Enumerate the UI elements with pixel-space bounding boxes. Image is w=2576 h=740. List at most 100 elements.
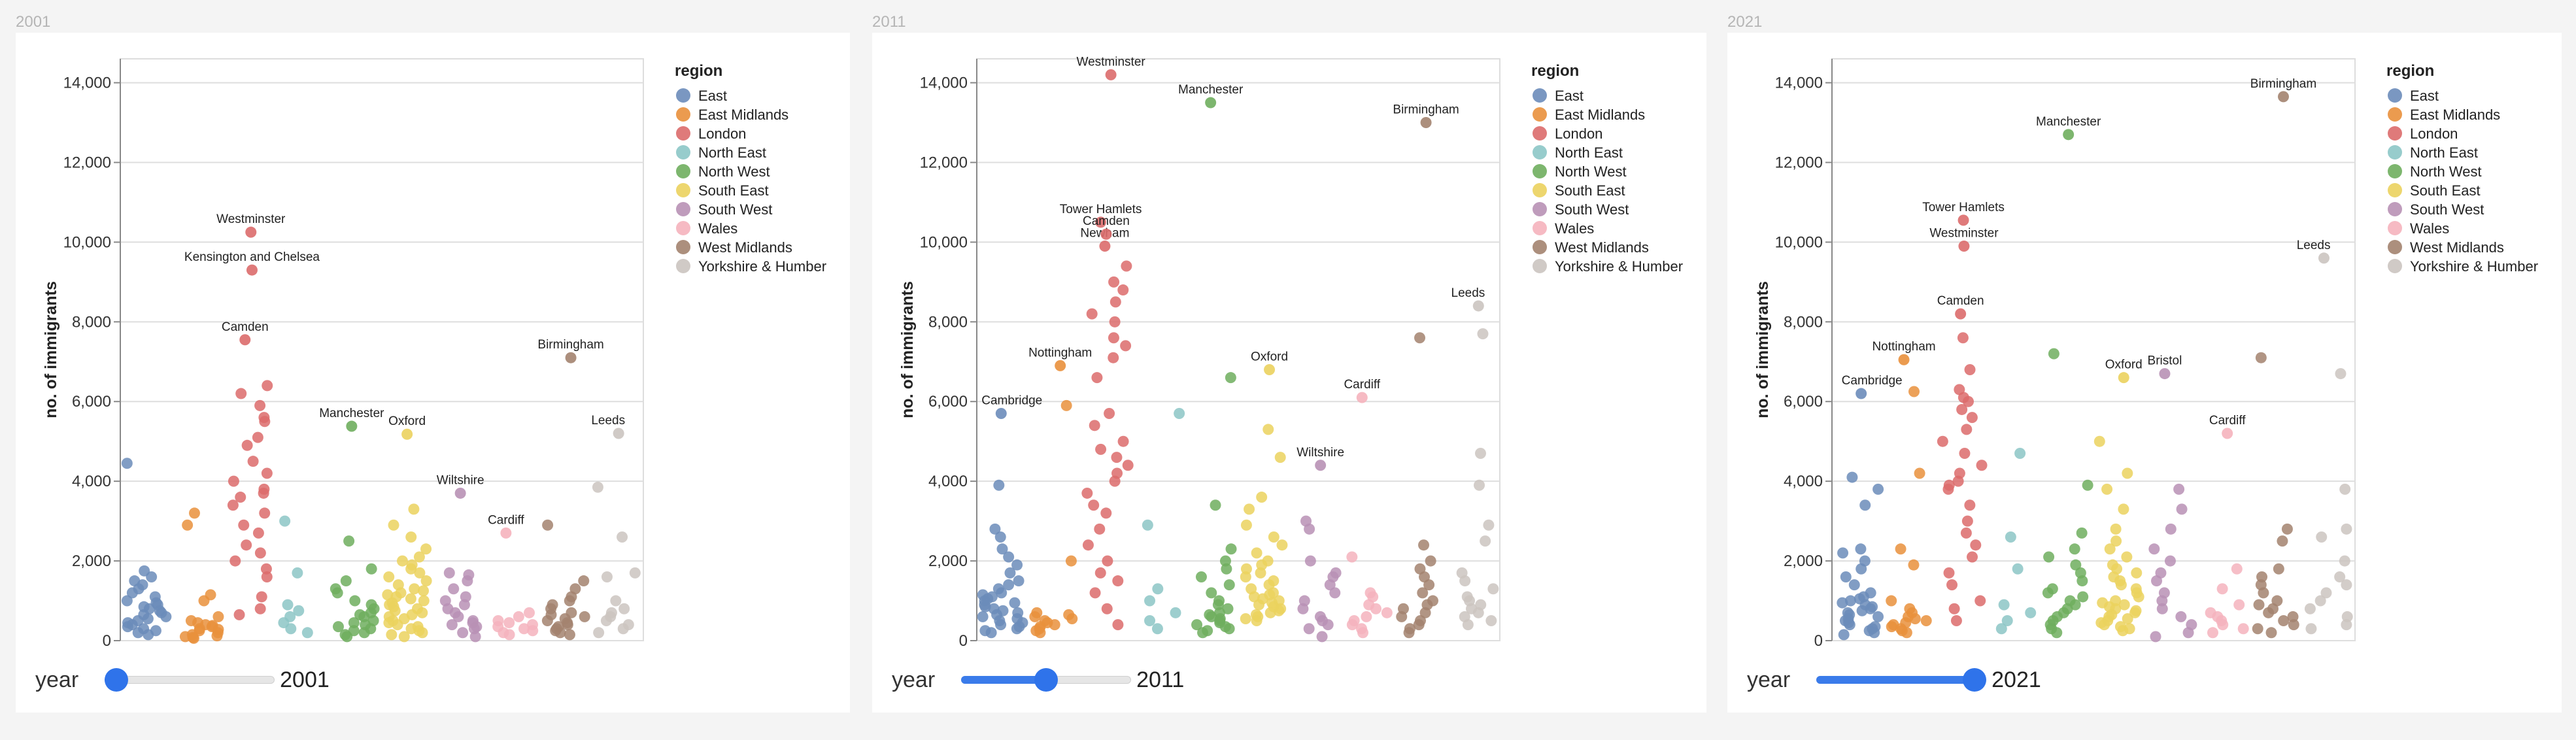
data-point-london	[254, 547, 266, 559]
data-point-west-midlands	[541, 615, 553, 627]
legend-label-west-midlands: West Midlands	[698, 239, 792, 256]
data-point-yorkshire-and-humber	[593, 627, 605, 639]
slider-thumb[interactable]	[105, 668, 129, 692]
data-point-london	[1110, 296, 1121, 308]
data-point-north-east	[301, 627, 313, 639]
data-point-london	[1122, 460, 1134, 471]
data-point-south-east	[1251, 547, 1263, 559]
data-point-west-midlands	[2277, 535, 2288, 547]
data-point-london	[1961, 515, 1973, 527]
data-point-east	[1869, 627, 1880, 639]
data-point-south-east	[418, 595, 430, 607]
year-label: year	[35, 667, 79, 692]
data-point-north-west	[1225, 372, 1236, 384]
legend-label-east-midlands: East Midlands	[1555, 107, 1645, 123]
data-point-wales	[513, 611, 524, 622]
y-tick-label: 10,000	[63, 233, 111, 251]
data-point-west-midlands	[564, 629, 575, 641]
data-point-london	[235, 492, 246, 503]
data-point-yorkshire-and-humber	[2341, 579, 2352, 591]
data-point-west-midlands	[1425, 555, 1436, 567]
data-point-wales	[518, 623, 530, 635]
data-point-yorkshire-and-humber	[1480, 535, 1491, 547]
data-point-london	[1109, 316, 1121, 328]
data-point-london	[1976, 460, 1988, 471]
data-point-east	[122, 621, 133, 633]
data-point-east	[121, 595, 133, 607]
legend-swatch-wales	[1533, 221, 1547, 235]
data-point-london	[1942, 483, 1954, 495]
legend-label-south-west: South West	[1555, 201, 1629, 218]
legend-title: region	[1531, 62, 1579, 80]
year-slider[interactable]	[961, 660, 1132, 699]
data-point-london	[1094, 523, 1106, 535]
point-label-camden: Camden	[1083, 214, 1130, 228]
legend-swatch-west-midlands	[676, 240, 690, 254]
y-tick-label: 0	[103, 632, 111, 650]
data-point-east	[1837, 597, 1848, 609]
data-point-london	[1089, 420, 1100, 431]
data-point-west-midlands	[2263, 607, 2275, 618]
data-point-wales	[503, 617, 515, 629]
data-point-east	[982, 593, 994, 605]
y-tick-label: 8,000	[1784, 313, 1823, 331]
chart-card-2001: 0 2,000 4,000 6,000 8,000 10,000 12,000 14,000 n…	[16, 33, 850, 713]
data-point-wales	[2231, 563, 2243, 575]
slider-thumb[interactable]	[1034, 668, 1059, 692]
slider-track[interactable]	[105, 676, 275, 684]
data-point-yorkshire-and-humber	[2320, 587, 2332, 599]
data-point-east	[1854, 593, 1865, 605]
data-point-west-midlands	[2256, 571, 2268, 582]
slider-thumb[interactable]	[1963, 668, 1987, 692]
data-point-south-east	[416, 627, 428, 639]
data-point-east-midlands	[1034, 627, 1046, 639]
data-point-east-midlands	[182, 519, 194, 531]
data-point-london	[256, 591, 267, 603]
data-point-south-west	[1303, 623, 1315, 635]
legend-title: region	[2386, 62, 2434, 80]
year-slider[interactable]	[105, 660, 275, 699]
data-point-london	[254, 399, 266, 411]
data-point-oxford	[1264, 363, 1276, 375]
data-point-london	[1948, 603, 1960, 614]
scatter-chart-2011: 0 2,000 4,000 6,000 8,000 10,000 12,000 14,000 n…	[898, 55, 1683, 650]
data-point-south-east	[2117, 625, 2129, 637]
legend-label-wales: Wales	[1555, 220, 1594, 237]
legend-swatch-east	[1533, 88, 1547, 103]
data-point-south-east	[413, 551, 425, 563]
year-control-2011: year 2011	[892, 660, 1184, 699]
point-label-leeds: Leeds	[1451, 286, 1485, 300]
data-point-south-east	[420, 543, 432, 555]
data-point-london	[227, 499, 239, 511]
legend-label-south-west: South West	[2410, 201, 2484, 218]
y-tick-label: 0	[1814, 632, 1823, 650]
legend-label-east-midlands: East Midlands	[698, 107, 788, 123]
legend-swatch-wales	[676, 221, 690, 235]
panel-caption-2011: 2011	[872, 13, 906, 31]
data-point-north-west	[2076, 575, 2088, 587]
data-point-nottingham	[1055, 360, 1066, 371]
data-point-london	[1104, 408, 1115, 420]
data-point-yorkshire-and-humber	[2339, 483, 2351, 495]
point-label-manchester: Manchester	[319, 407, 384, 420]
point-label-oxford: Oxford	[1251, 350, 1288, 363]
point-label-cardiff: Cardiff	[488, 513, 524, 527]
data-point-east	[995, 619, 1007, 631]
data-point-yorkshire-and-humber	[617, 623, 629, 635]
data-point-west-midlands	[1419, 607, 1431, 618]
data-point-north-west	[348, 617, 360, 629]
data-point-london	[1959, 447, 1971, 459]
data-point-nottingham	[1898, 354, 1910, 365]
data-point-london	[1095, 443, 1107, 455]
data-point-north-east	[1998, 599, 2010, 611]
data-point-south-west	[2165, 523, 2177, 535]
data-point-west-midlands	[1417, 587, 1429, 599]
data-point-south-west	[1297, 603, 1309, 614]
data-point-wiltshire	[1315, 460, 1327, 471]
data-point-south-east	[2101, 483, 2113, 495]
year-slider[interactable]	[1816, 660, 1987, 699]
data-point-north-east	[282, 599, 294, 611]
data-point-west-midlands	[578, 575, 590, 587]
legend-swatch-east	[676, 88, 690, 103]
point-label-manchester: Manchester	[1178, 83, 1244, 97]
